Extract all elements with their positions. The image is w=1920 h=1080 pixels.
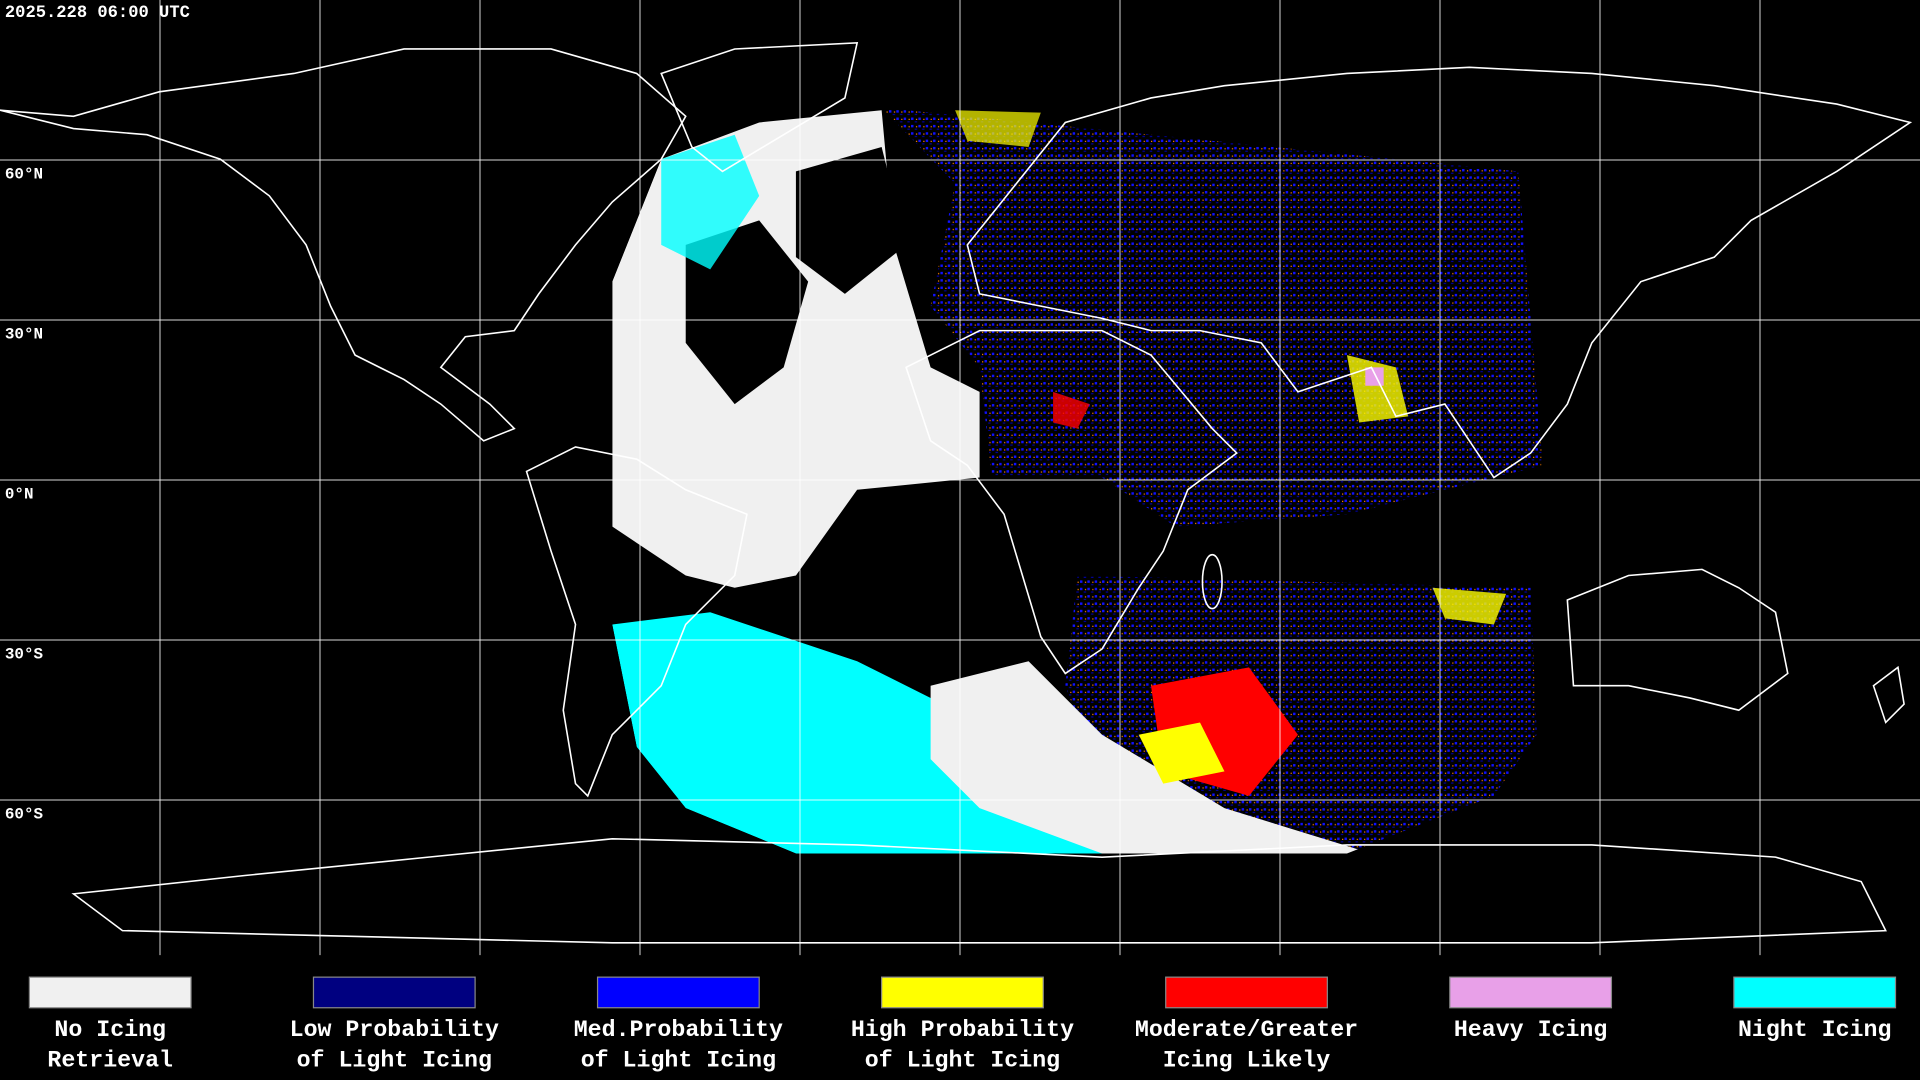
legend-label: No Icing (54, 1017, 166, 1043)
legend-swatch (881, 976, 1044, 1009)
timestamp: 2025.228 06:00 UTC (5, 4, 190, 23)
latitude-labels: 60°N 30°N 0°N 30°S 60°S (5, 165, 44, 823)
icing-overlay (612, 107, 1543, 854)
legend-label: Heavy Icing (1454, 1017, 1607, 1043)
legend-swatch (596, 976, 760, 1009)
legend-swatch (312, 976, 476, 1009)
legend-label: Icing Likely (1163, 1048, 1330, 1074)
legend-label: Moderate/Greater (1135, 1017, 1358, 1043)
legend-swatch (1165, 976, 1328, 1009)
legend-label: Low Probability (290, 1017, 499, 1043)
legend-swatch (28, 976, 192, 1009)
legend-swatch (1449, 976, 1613, 1009)
legend-label: of Light Icing (581, 1048, 776, 1074)
latitude-label: 30°N (5, 325, 43, 343)
graticule (0, 0, 1920, 956)
legend-swatch (1733, 976, 1897, 1009)
legend-label: Retrieval (47, 1048, 173, 1074)
legend-label: Med.Probability (574, 1017, 783, 1043)
latitude-label: 60°S (5, 805, 44, 823)
latitude-label: 30°S (5, 645, 44, 663)
legend-label: High Probability (851, 1017, 1074, 1043)
coastlines (0, 42, 1913, 944)
latitude-label: 0°N (5, 485, 34, 503)
legend: No Icing Retrieval Low Probability of Light… (28, 976, 1897, 1074)
legend-label: of Light Icing (297, 1048, 492, 1074)
legend-label: of Light Icing (865, 1048, 1060, 1074)
legend-label: Night Icing (1738, 1017, 1891, 1043)
latitude-label: 60°N (5, 165, 43, 183)
